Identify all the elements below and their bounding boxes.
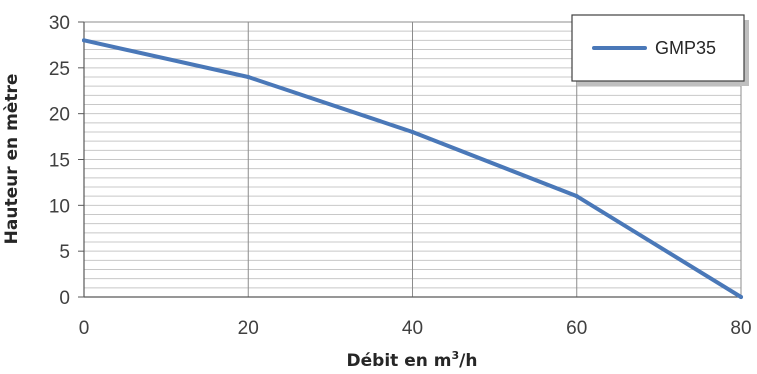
y-tick-labels: 0 5 10 15 20 25 30 bbox=[49, 13, 70, 309]
y-tick-label: 0 bbox=[59, 288, 70, 309]
y-tick-label: 25 bbox=[49, 59, 70, 80]
x-tick-label: 40 bbox=[402, 318, 423, 339]
y-axis-title: Hauteur en mètre bbox=[2, 74, 22, 245]
legend: GMP35 bbox=[571, 14, 749, 86]
data-point bbox=[82, 38, 86, 43]
legend-label: GMP35 bbox=[655, 38, 716, 58]
x-tick-label: 60 bbox=[566, 318, 587, 339]
data-point bbox=[574, 194, 579, 199]
y-tick-label: 15 bbox=[49, 151, 70, 172]
data-point bbox=[739, 295, 743, 299]
y-tick-label: 20 bbox=[49, 105, 70, 126]
y-tick-label: 10 bbox=[49, 196, 70, 217]
series-layer bbox=[82, 38, 743, 299]
x-tick-label: 80 bbox=[730, 318, 751, 339]
data-point bbox=[246, 75, 251, 79]
y-tick-label: 30 bbox=[49, 13, 70, 34]
x-tick-label: 20 bbox=[238, 318, 259, 339]
x-axis-title-main: Débit en m bbox=[347, 351, 452, 371]
x-tick-labels: 0 20 40 60 80 bbox=[79, 318, 752, 339]
data-point bbox=[410, 130, 415, 134]
x-axis-title-superscript: 3 bbox=[451, 349, 459, 362]
y-tick-label: 5 bbox=[59, 242, 70, 263]
x-axis-title-end: /h bbox=[459, 351, 477, 371]
x-axis-title: Débit en m3/h bbox=[347, 349, 478, 371]
x-tick-label: 0 bbox=[79, 318, 90, 339]
axes bbox=[78, 21, 741, 298]
